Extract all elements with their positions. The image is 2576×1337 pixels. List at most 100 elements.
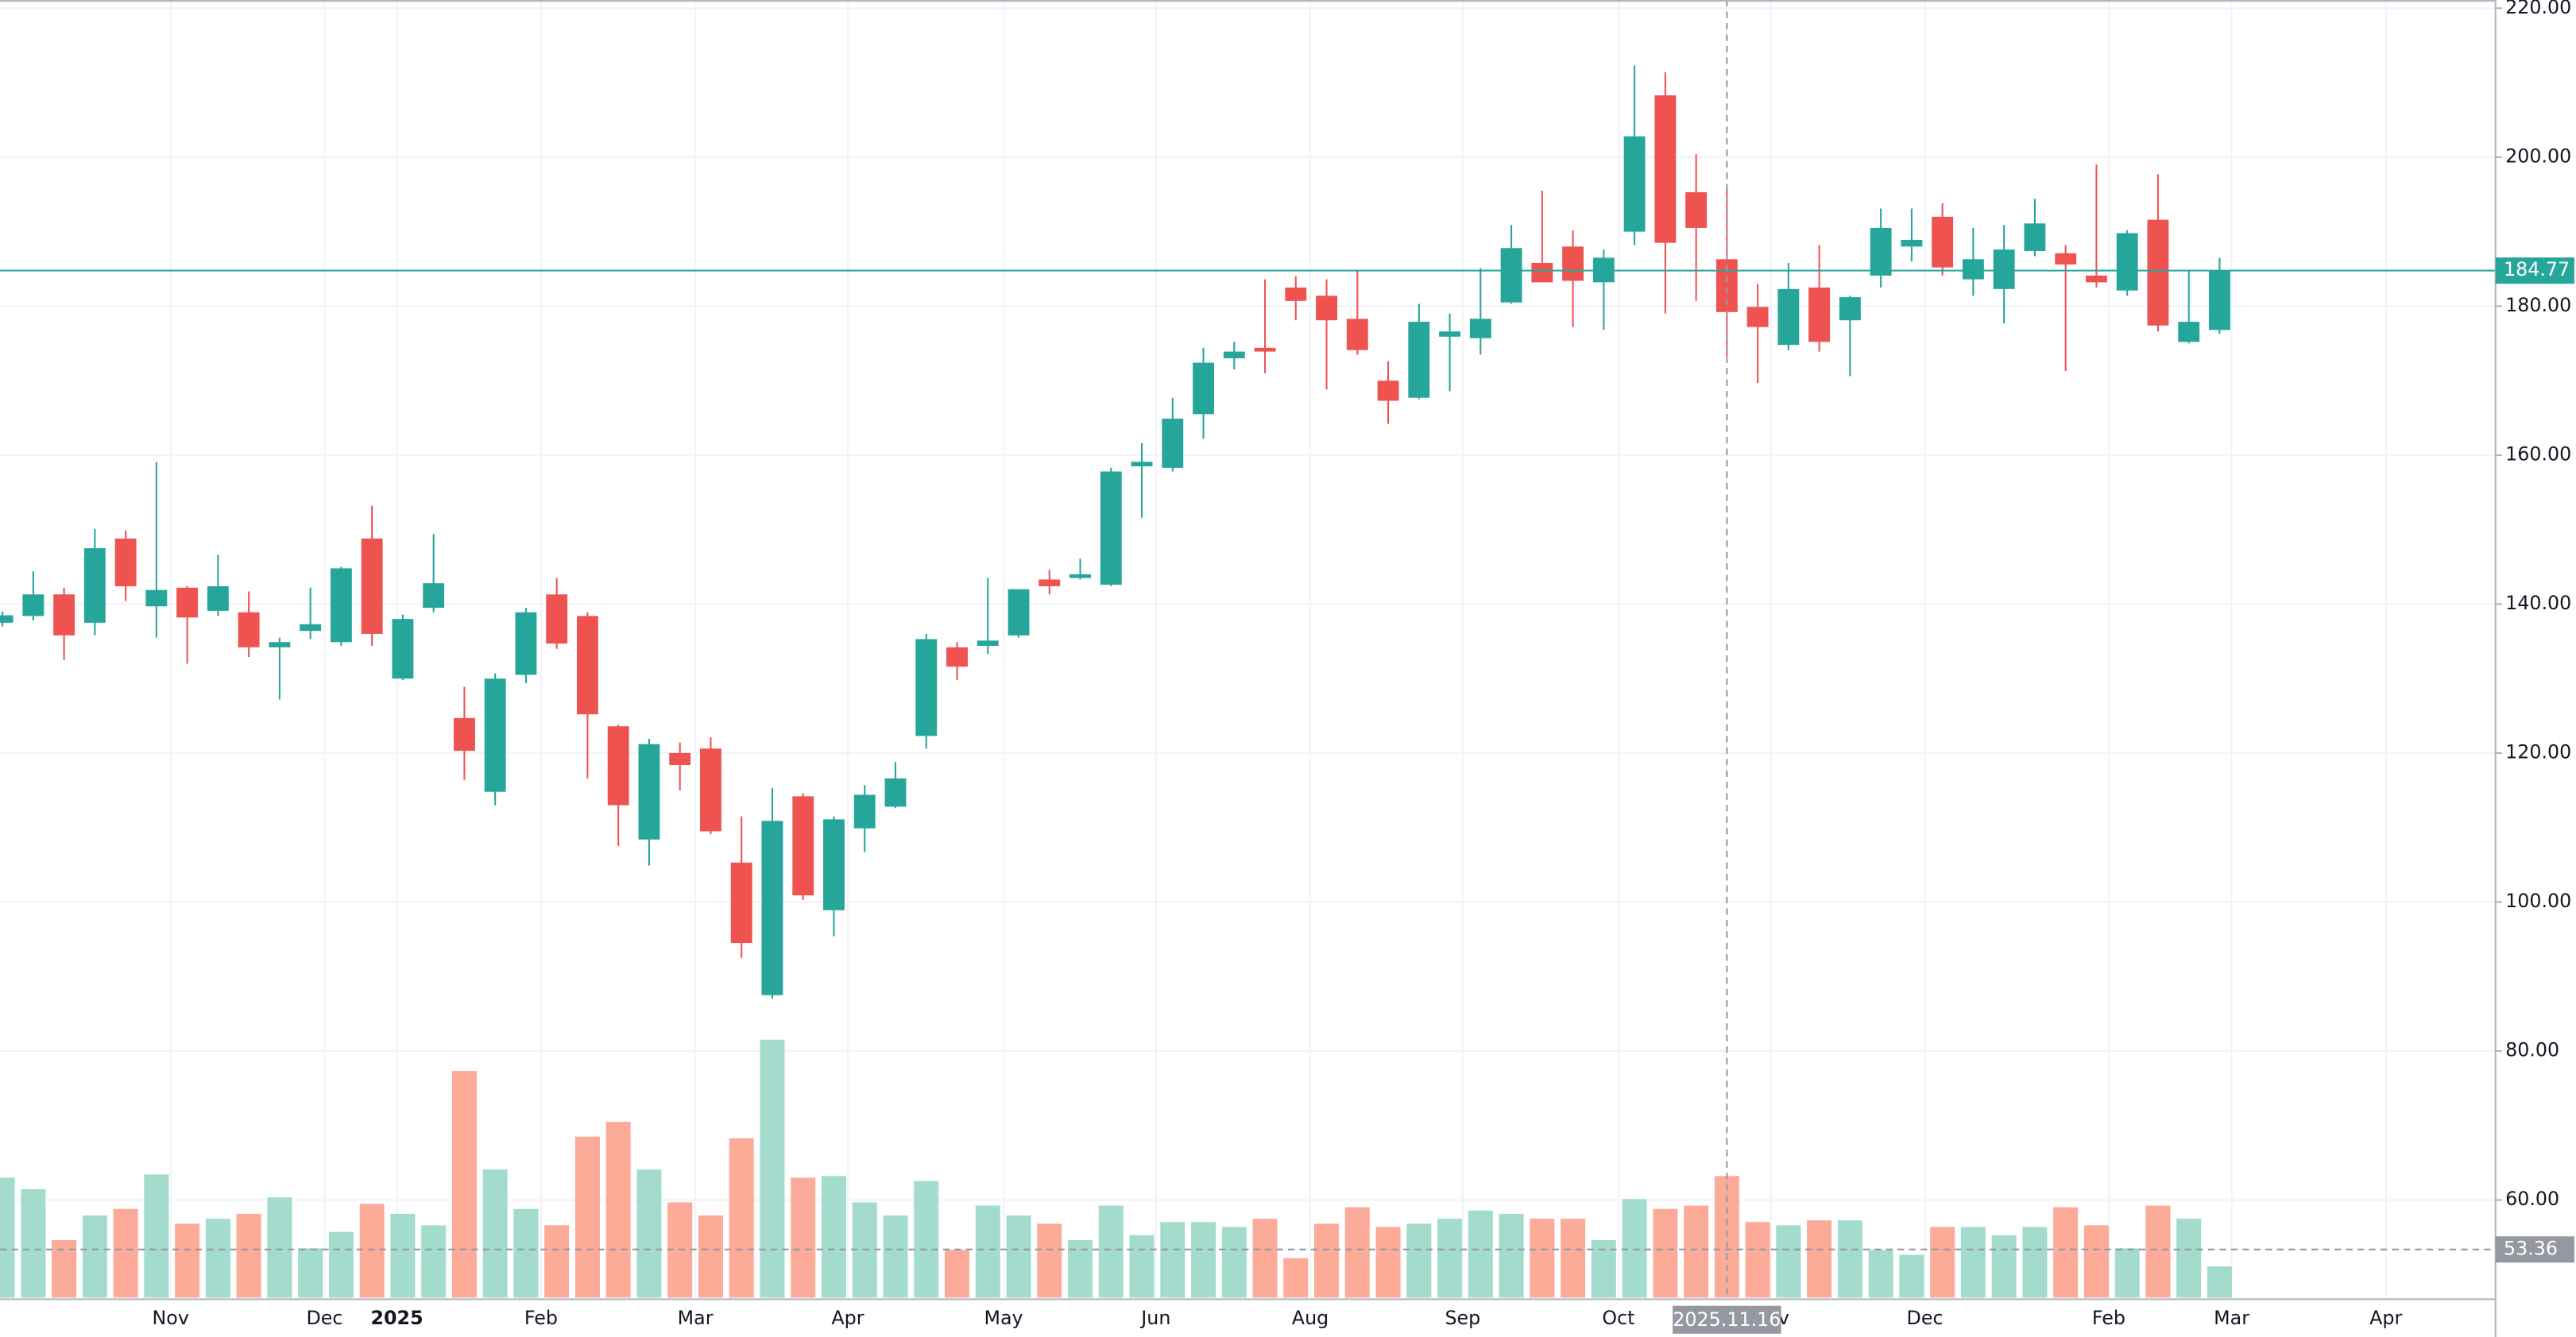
x-tick-label: Dec bbox=[1907, 1307, 1944, 1329]
x-tick-label: Apr bbox=[831, 1307, 864, 1329]
x-tick-label: Feb bbox=[524, 1307, 558, 1329]
volume-bar bbox=[390, 1213, 416, 1298]
candle-body bbox=[515, 612, 537, 675]
candle-body bbox=[2085, 275, 2107, 283]
volume-bar bbox=[1037, 1223, 1062, 1298]
volume-bar bbox=[1406, 1223, 1432, 1298]
volume-bar bbox=[1252, 1219, 1278, 1298]
y-tick-label: 120.00 bbox=[2505, 740, 2571, 763]
volume-bar bbox=[1344, 1207, 1370, 1298]
time-axis-panel bbox=[0, 1299, 2496, 1337]
volume-bar bbox=[975, 1205, 1000, 1298]
candle-body bbox=[1223, 351, 1245, 359]
volume-bar bbox=[21, 1188, 46, 1298]
volume-bar bbox=[144, 1174, 169, 1298]
candle-body bbox=[915, 639, 938, 736]
volume-bar bbox=[2176, 1219, 2202, 1298]
volume-bar bbox=[328, 1231, 354, 1298]
candle-body bbox=[1377, 381, 1399, 401]
crosshair-price-badge bbox=[2495, 1236, 2574, 1263]
volume-bar bbox=[791, 1177, 816, 1298]
grid-layer bbox=[0, 0, 2496, 1298]
volume-bar bbox=[1468, 1210, 1493, 1298]
candle-body bbox=[1808, 287, 1831, 342]
volume-bar bbox=[1314, 1223, 1340, 1298]
candle-body bbox=[1531, 262, 1553, 283]
volume-bar bbox=[2114, 1248, 2140, 1298]
volume-bar bbox=[1807, 1220, 1832, 1298]
candle-body bbox=[700, 748, 721, 832]
candle-body bbox=[546, 594, 568, 644]
volume-bar bbox=[1191, 1222, 1216, 1298]
volume-bar bbox=[482, 1169, 508, 1298]
candle-body bbox=[2024, 223, 2046, 251]
x-tick-label: Apr bbox=[2369, 1307, 2402, 1329]
candle-body bbox=[1654, 95, 1677, 243]
price-axis-panel bbox=[2495, 0, 2576, 1337]
y-tick-label: 220.00 bbox=[2505, 0, 2571, 18]
candle-body bbox=[946, 647, 968, 667]
volume-bar bbox=[1006, 1215, 1031, 1298]
candle-body bbox=[1254, 347, 1276, 352]
volume-bar bbox=[1960, 1227, 1986, 1298]
candle-body bbox=[2178, 322, 2200, 342]
volume-bar bbox=[267, 1197, 292, 1298]
y-tick-label: 100.00 bbox=[2505, 890, 2571, 912]
volume-bar bbox=[821, 1176, 846, 1298]
volume-bar bbox=[113, 1208, 138, 1298]
candle-body bbox=[1346, 319, 1368, 350]
candle-body bbox=[761, 821, 783, 995]
candle-body bbox=[577, 616, 598, 715]
volume-bar bbox=[175, 1223, 200, 1298]
volume-bar bbox=[298, 1248, 323, 1298]
last-price-badge bbox=[2495, 257, 2574, 284]
volume-bar bbox=[1930, 1227, 1955, 1298]
candle-body bbox=[0, 615, 14, 623]
candle-body bbox=[330, 568, 352, 643]
volume-bar bbox=[2022, 1227, 2048, 1298]
volume-bar bbox=[1684, 1205, 1709, 1298]
last-price-label: 184.77 bbox=[2504, 258, 2570, 280]
candle-body bbox=[269, 642, 291, 647]
volume-bar bbox=[636, 1169, 662, 1298]
candle-body bbox=[2116, 233, 2138, 291]
volume-bar bbox=[1776, 1225, 1801, 1298]
candle-body bbox=[1162, 418, 1184, 468]
candle-body bbox=[853, 794, 876, 829]
crosshair-date-badge bbox=[1673, 1305, 1781, 1334]
candle-body bbox=[1439, 331, 1461, 337]
x-tick-label: May bbox=[984, 1307, 1023, 1329]
y-tick-label: 180.00 bbox=[2505, 294, 2571, 316]
candle-body bbox=[423, 583, 445, 609]
x-tick-label: Dec bbox=[306, 1307, 342, 1329]
volume-bar bbox=[1499, 1213, 1524, 1298]
volume-bar bbox=[1653, 1208, 1678, 1298]
volume-bar bbox=[605, 1122, 631, 1298]
volume-bar bbox=[82, 1215, 107, 1298]
x-tick-label: Nov bbox=[153, 1307, 189, 1329]
volume-bar bbox=[1561, 1219, 1586, 1298]
volume-bar bbox=[421, 1225, 447, 1298]
volume-bar bbox=[1899, 1254, 1924, 1298]
candle-body bbox=[730, 862, 752, 944]
candle-body bbox=[53, 594, 75, 636]
candle-body bbox=[361, 538, 383, 634]
candle-body bbox=[1932, 216, 1954, 268]
volume-bar bbox=[544, 1225, 570, 1298]
candle-body bbox=[1962, 259, 1984, 280]
candle-body bbox=[1562, 246, 1584, 281]
x-tick-label: Jun bbox=[1139, 1307, 1170, 1329]
x-tick-label: Mar bbox=[2214, 1307, 2249, 1329]
crosshair-price-label: 53.36 bbox=[2504, 1237, 2558, 1259]
candle-body bbox=[669, 752, 691, 765]
volume-layer bbox=[0, 1039, 2232, 1298]
candle-body bbox=[392, 619, 414, 679]
candle-body bbox=[1039, 579, 1061, 586]
volume-bar bbox=[1745, 1222, 1770, 1298]
volume-bar bbox=[1098, 1205, 1124, 1298]
candle-body bbox=[2209, 270, 2230, 330]
volume-bar bbox=[359, 1204, 385, 1298]
